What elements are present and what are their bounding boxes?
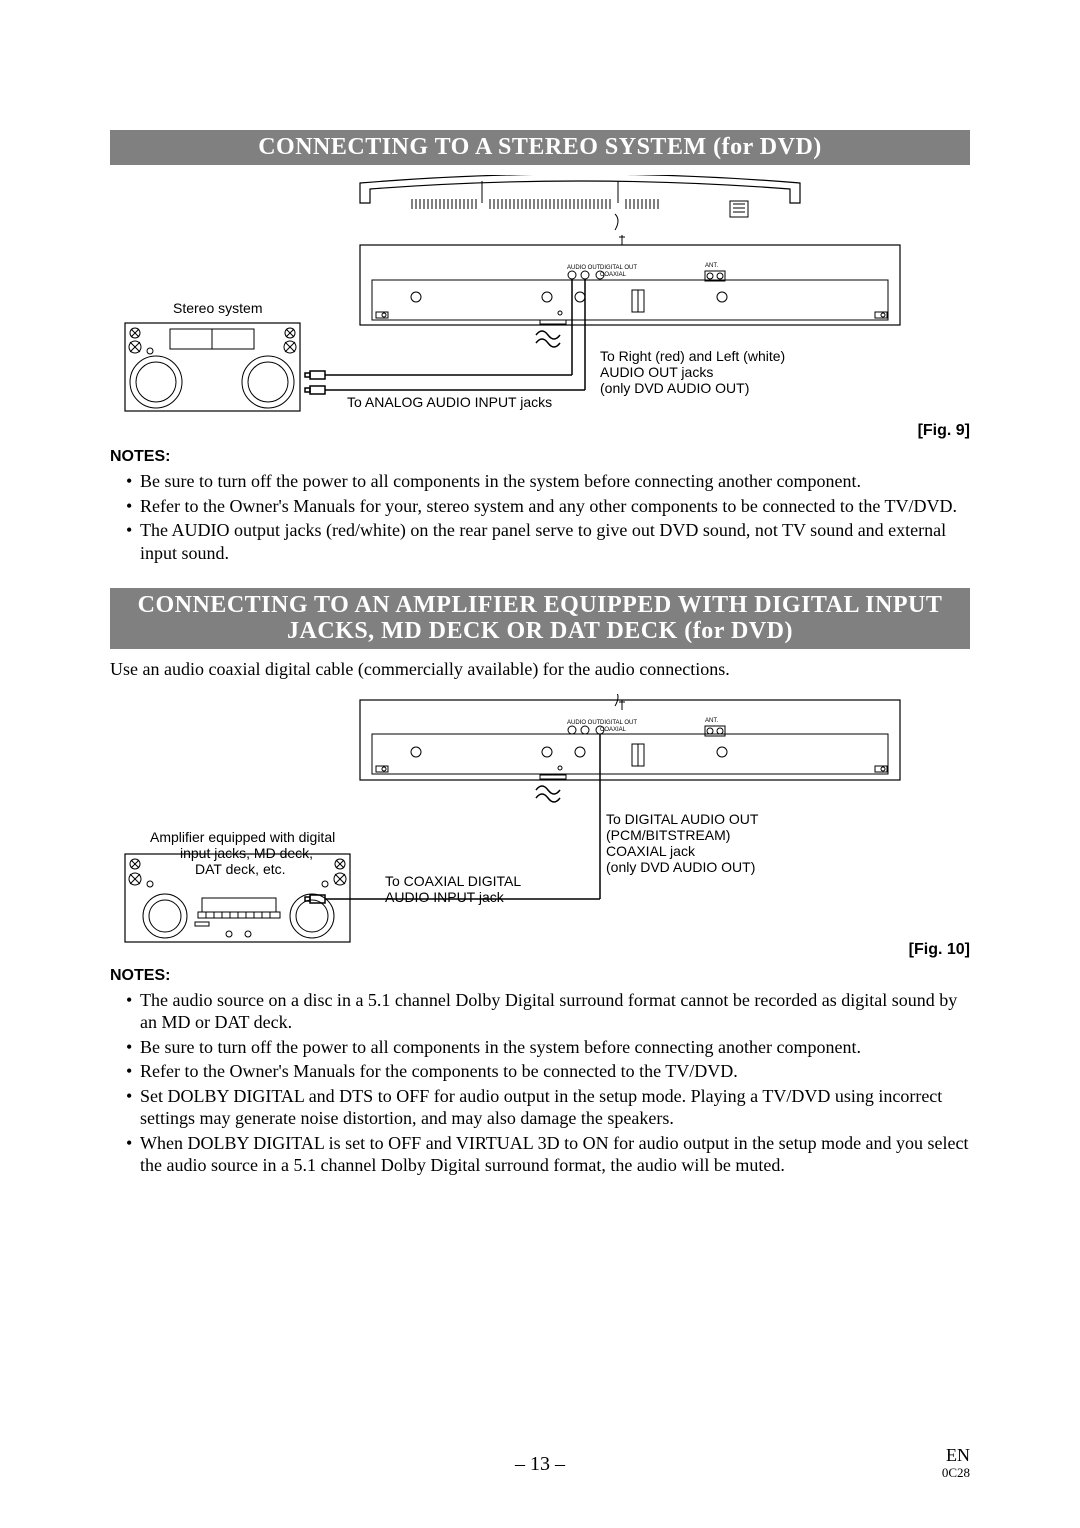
footer-lang: EN: [942, 1446, 970, 1466]
audio-out-label-2: AUDIO OUT jacks: [600, 364, 713, 380]
svg-text:AUDIO OUT: AUDIO OUT: [567, 265, 601, 271]
coax-input-label-2: AUDIO INPUT jack: [385, 889, 505, 905]
amplifier-icon: Amplifier equipped with digital input ja…: [125, 829, 350, 942]
audio-out-label-1: To Right (red) and Left (white): [600, 348, 785, 364]
audio-cable-icon: [305, 279, 585, 394]
section1-diagram: AUDIO OUT DIGITAL OUT COAXIAL ANT.: [110, 175, 970, 440]
list-item: The AUDIO output jacks (red/white) on th…: [126, 519, 970, 564]
section1-notes-heading: NOTES:: [110, 448, 970, 466]
list-item: The audio source on a disc in a 5.1 chan…: [126, 989, 970, 1034]
audio-out-label-3: (only DVD AUDIO OUT): [600, 380, 749, 396]
svg-text:ANT.: ANT.: [705, 718, 718, 724]
svg-text:input jacks, MD deck,: input jacks, MD deck,: [180, 845, 313, 861]
svg-text:Amplifier equipped with digita: Amplifier equipped with digital: [150, 829, 335, 845]
page-number: – 13 –: [0, 1453, 1080, 1476]
svg-text:DAT deck, etc.: DAT deck, etc.: [195, 861, 286, 877]
svg-text:DIGITAL OUT: DIGITAL OUT: [600, 720, 637, 726]
coax-input-label-1: To COAXIAL DIGITAL: [385, 873, 521, 889]
list-item: Refer to the Owner's Manuals for your, s…: [126, 495, 970, 518]
analog-input-label: To ANALOG AUDIO INPUT jacks: [347, 394, 552, 410]
tv-rear-panel-icon: AUDIO OUT DIGITAL OUT COAXIAL ANT.: [360, 175, 900, 347]
section2-diagram: AUDIO OUT DIGITAL OUT COAXIAL ANT.: [110, 694, 970, 959]
coax-out-label-3: COAXIAL jack: [606, 843, 696, 859]
list-item: When DOLBY DIGITAL is set to OFF and VIR…: [126, 1132, 970, 1177]
list-item: Be sure to turn off the power to all com…: [126, 470, 970, 493]
section1-notes-list: Be sure to turn off the power to all com…: [110, 470, 970, 564]
section2-notes-heading: NOTES:: [110, 967, 970, 985]
coax-out-label-2: (PCM/BITSTREAM): [606, 827, 730, 843]
svg-text:DIGITAL OUT: DIGITAL OUT: [600, 265, 637, 271]
svg-text:AUDIO OUT: AUDIO OUT: [567, 720, 601, 726]
coax-out-label-1: To DIGITAL AUDIO OUT: [606, 811, 759, 827]
tv-rear-panel2-icon: AUDIO OUT DIGITAL OUT COAXIAL ANT.: [360, 694, 900, 802]
coax-out-label-4: (only DVD AUDIO OUT): [606, 859, 755, 875]
footer-code: 0C28: [942, 1466, 970, 1480]
section1-header: CONNECTING TO A STEREO SYSTEM (for DVD): [110, 130, 970, 165]
svg-text:ANT.: ANT.: [705, 263, 718, 269]
stereo-system-icon: Stereo system: [125, 300, 300, 411]
section2-intro: Use an audio coaxial digital cable (comm…: [110, 659, 970, 680]
section2-notes-list: The audio source on a disc in a 5.1 chan…: [110, 989, 970, 1177]
list-item: Set DOLBY DIGITAL and DTS to OFF for aud…: [126, 1085, 970, 1130]
list-item: Be sure to turn off the power to all com…: [126, 1036, 970, 1059]
section2-header: CONNECTING TO AN AMPLIFIER EQUIPPED WITH…: [110, 588, 970, 649]
footer-right: EN 0C28: [942, 1446, 970, 1480]
svg-text:Stereo system: Stereo system: [173, 300, 262, 316]
list-item: Refer to the Owner's Manuals for the com…: [126, 1060, 970, 1083]
